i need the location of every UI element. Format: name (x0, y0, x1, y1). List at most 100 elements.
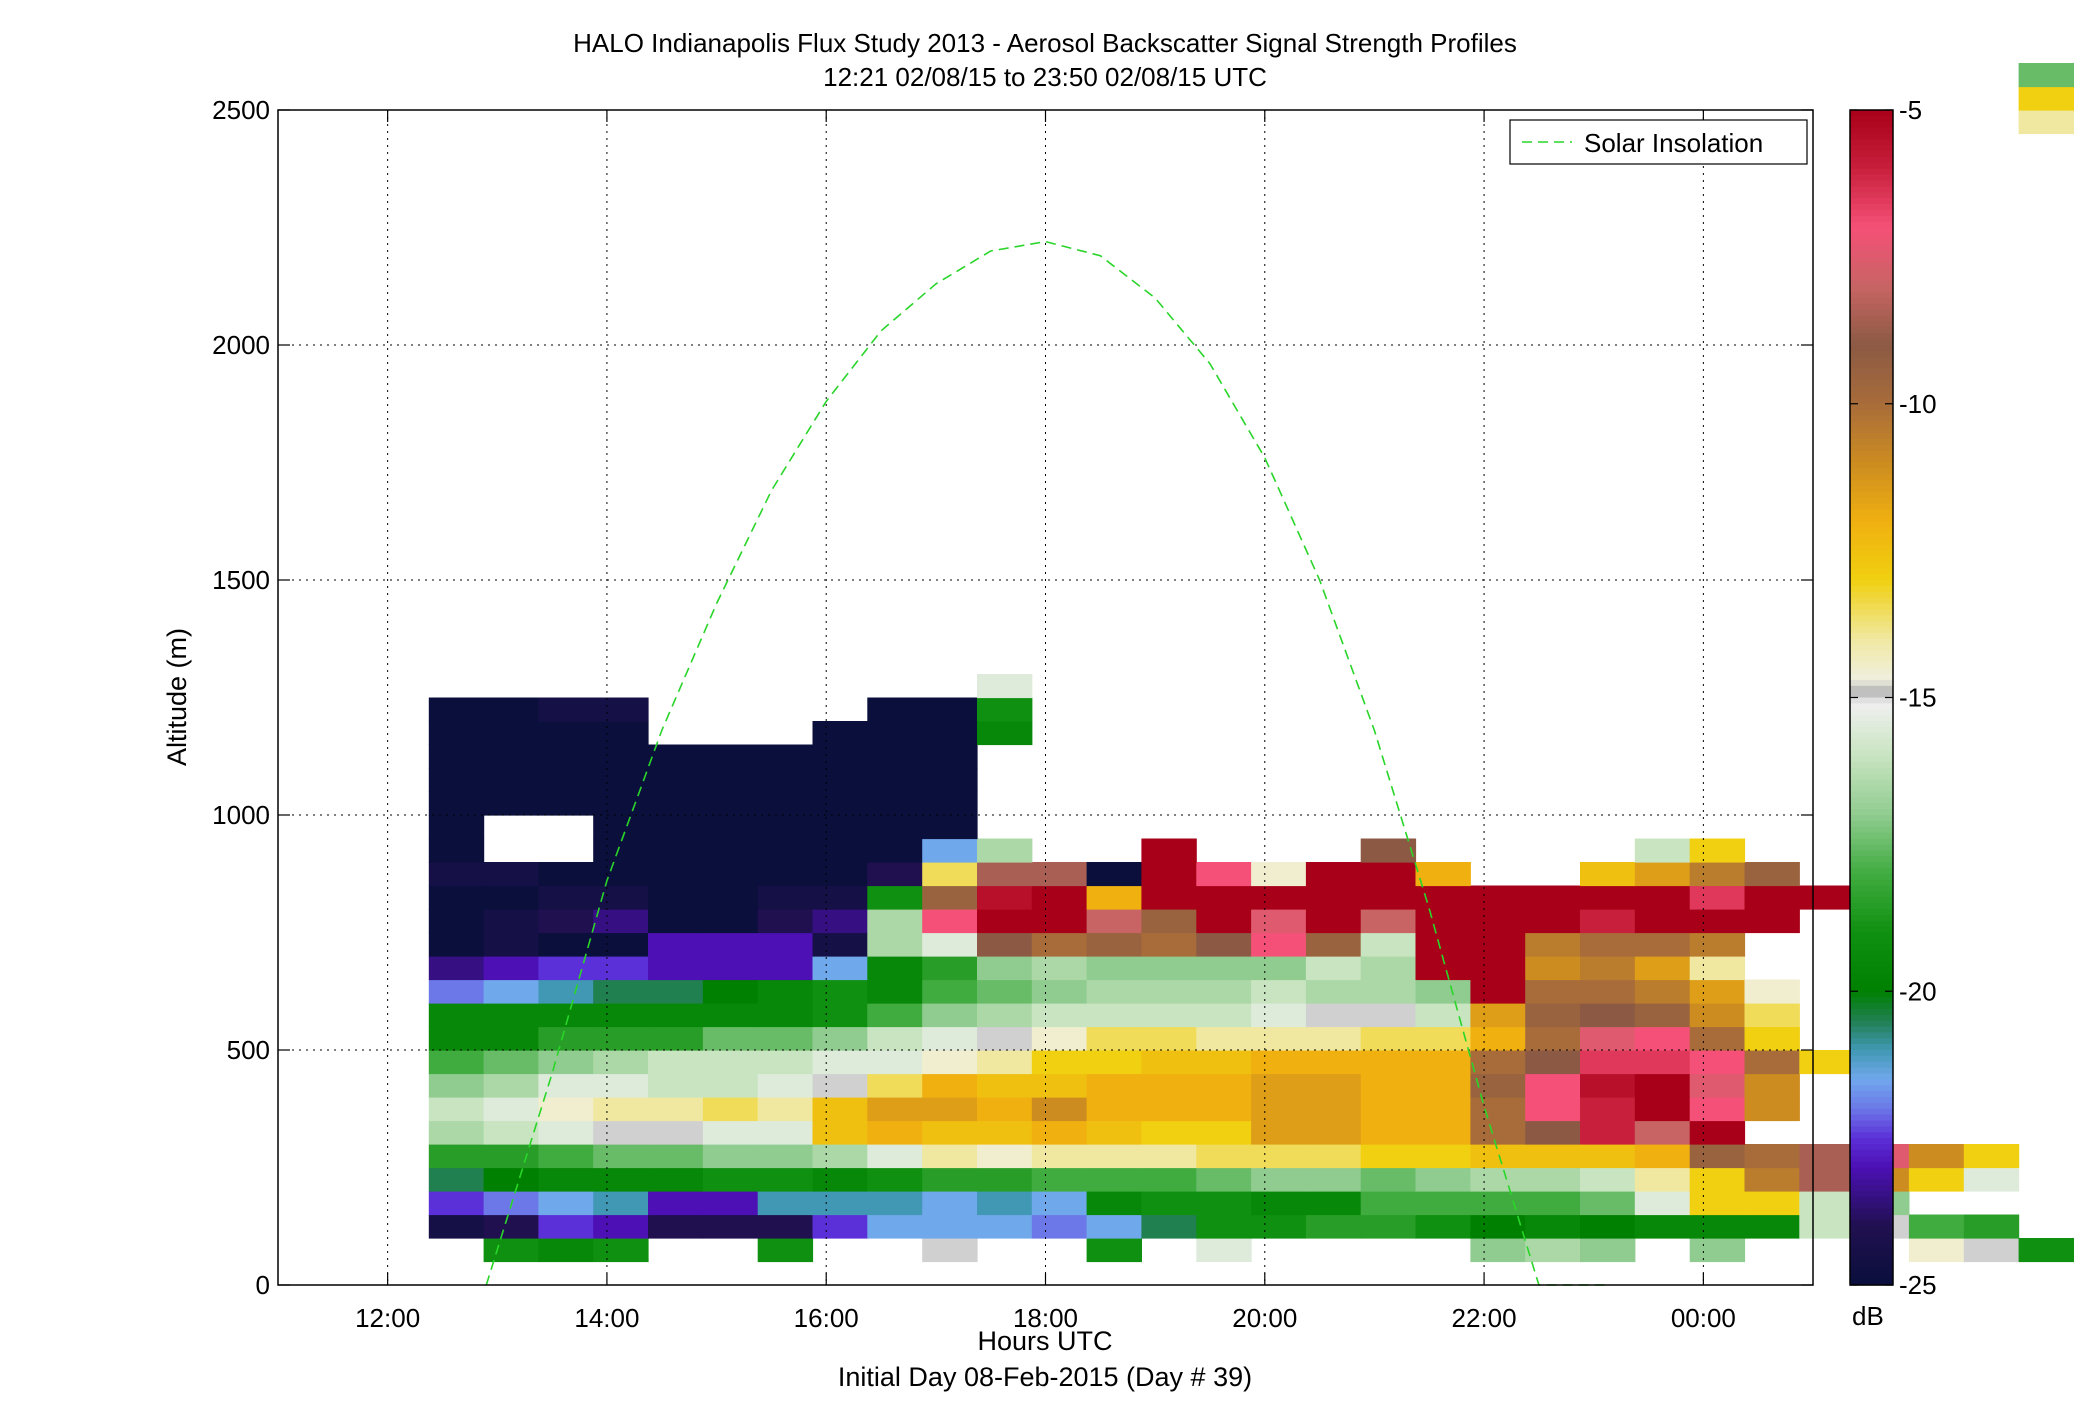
heatmap-cell (1689, 932, 1746, 957)
heatmap-cell (977, 1120, 1033, 1145)
colorbar-segment (1850, 327, 1893, 334)
heatmap-cell (867, 838, 923, 863)
colorbar-segment (1850, 850, 1893, 857)
heatmap-cell (1031, 1073, 1088, 1098)
colorbar-segment (1850, 621, 1893, 628)
heatmap-cell (1360, 956, 1417, 981)
heatmap-cell (702, 862, 759, 887)
colorbar-segment (1850, 480, 1893, 487)
heatmap-cell (922, 697, 978, 722)
heatmap-cell (648, 1097, 704, 1122)
heatmap-cell (483, 791, 539, 816)
colorbar-segment (1850, 256, 1893, 264)
colorbar-segment (1850, 550, 1893, 558)
heatmap-cell (648, 862, 704, 887)
heatmap-cell (483, 1073, 539, 1098)
heatmap-cell (1305, 1191, 1362, 1216)
heatmap-cell (1963, 1214, 2020, 1239)
heatmap-cell (593, 1214, 649, 1239)
heatmap-cell (428, 815, 485, 840)
heatmap-cell (757, 862, 814, 887)
colorbar-segment (1850, 644, 1893, 652)
heatmap-cell (867, 1214, 923, 1239)
heatmap-cell (812, 721, 868, 746)
heatmap-cell (1086, 1003, 1142, 1028)
heatmap-cell (1305, 909, 1362, 934)
heatmap-cell (812, 885, 868, 910)
colorbar-segment (1850, 685, 1893, 693)
heatmap-cell (922, 838, 978, 863)
colorbar-segment (1850, 186, 1893, 193)
colorbar-tick-label: -20 (1899, 976, 1937, 1006)
heatmap-cell (1031, 1144, 1088, 1169)
colorbar-segment (1850, 873, 1893, 881)
colorbar-segment (1850, 468, 1893, 475)
heatmap-cell (1744, 1097, 1800, 1122)
heatmap-cell (1580, 1050, 1636, 1075)
heatmap-cell (1141, 862, 1197, 887)
heatmap-cell (1415, 979, 1471, 1004)
heatmap-cell (977, 721, 1033, 746)
heatmap-cell (702, 768, 759, 793)
heatmap-cell (538, 1050, 594, 1075)
heatmap-cell (1744, 1026, 1800, 1051)
heatmap-cell (702, 956, 759, 981)
colorbar-segment (1850, 1020, 1893, 1028)
heatmap-cell (867, 744, 923, 769)
heatmap-cell (757, 744, 814, 769)
heatmap-cell (1415, 909, 1471, 934)
heatmap-cell (1634, 1167, 1691, 1192)
heatmap-cell (812, 744, 868, 769)
heatmap-cell (1141, 956, 1197, 981)
heatmap-cell (1305, 1073, 1362, 1098)
heatmap-cell (593, 744, 649, 769)
chart-subtitle: 12:21 02/08/15 to 23:50 02/08/15 UTC (823, 62, 1267, 92)
colorbar-segment (1850, 350, 1893, 358)
colorbar-segment (1850, 474, 1893, 481)
heatmap-cell (483, 1026, 539, 1051)
heatmap-cell (1470, 1003, 1526, 1028)
heatmap-cell (1634, 909, 1691, 934)
heatmap-cell (1470, 1214, 1526, 1239)
colorbar-segment (1850, 1032, 1893, 1039)
heatmap-cell (1799, 1167, 1855, 1192)
heatmap-cell (648, 956, 704, 981)
colorbar-segment (1850, 515, 1893, 522)
heatmap-cell (538, 1026, 594, 1051)
heatmap-cell (1799, 1191, 1855, 1216)
colorbar-segment (1850, 333, 1893, 340)
colorbar-segment (1850, 1255, 1893, 1263)
colorbar-segment (1850, 1179, 1893, 1186)
heatmap-cell (1305, 885, 1362, 910)
legend: Solar Insolation (1509, 119, 1808, 165)
heatmap-cell (1086, 956, 1142, 981)
colorbar-segment (1850, 1226, 1893, 1233)
heatmap-cell (1415, 932, 1471, 957)
heatmap-cell (1086, 1238, 1142, 1263)
heatmap-cell (483, 768, 539, 793)
y-tick-label: 1000 (212, 800, 270, 830)
heatmap-cell (1196, 1026, 1252, 1051)
heatmap-cell (757, 1238, 814, 1263)
colorbar-segment (1850, 1243, 1893, 1251)
colorbar-segment (1850, 268, 1893, 276)
heatmap-cell (1580, 1144, 1636, 1169)
colorbar-segment (1850, 703, 1893, 710)
heatmap-cell (1470, 1026, 1526, 1051)
heatmap-cell (867, 1097, 923, 1122)
colorbar-segment (1850, 1279, 1893, 1286)
colorbar-segment (1850, 503, 1893, 511)
heatmap-cell (1525, 1073, 1581, 1098)
heatmap-cell (1360, 1026, 1417, 1051)
colorbar-segment (1850, 768, 1893, 775)
heatmap-cell (1305, 1214, 1362, 1239)
heatmap-cell (812, 862, 868, 887)
heatmap-cell (1415, 1050, 1471, 1075)
heatmap-cell (812, 1214, 868, 1239)
heatmap-cell (483, 1167, 539, 1192)
heatmap-cell (1799, 1214, 1855, 1239)
heatmap-cell (1689, 1050, 1746, 1075)
colorbar-segment (1850, 1232, 1893, 1239)
heatmap-cell (1360, 1214, 1417, 1239)
heatmap-cell (1415, 1026, 1471, 1051)
